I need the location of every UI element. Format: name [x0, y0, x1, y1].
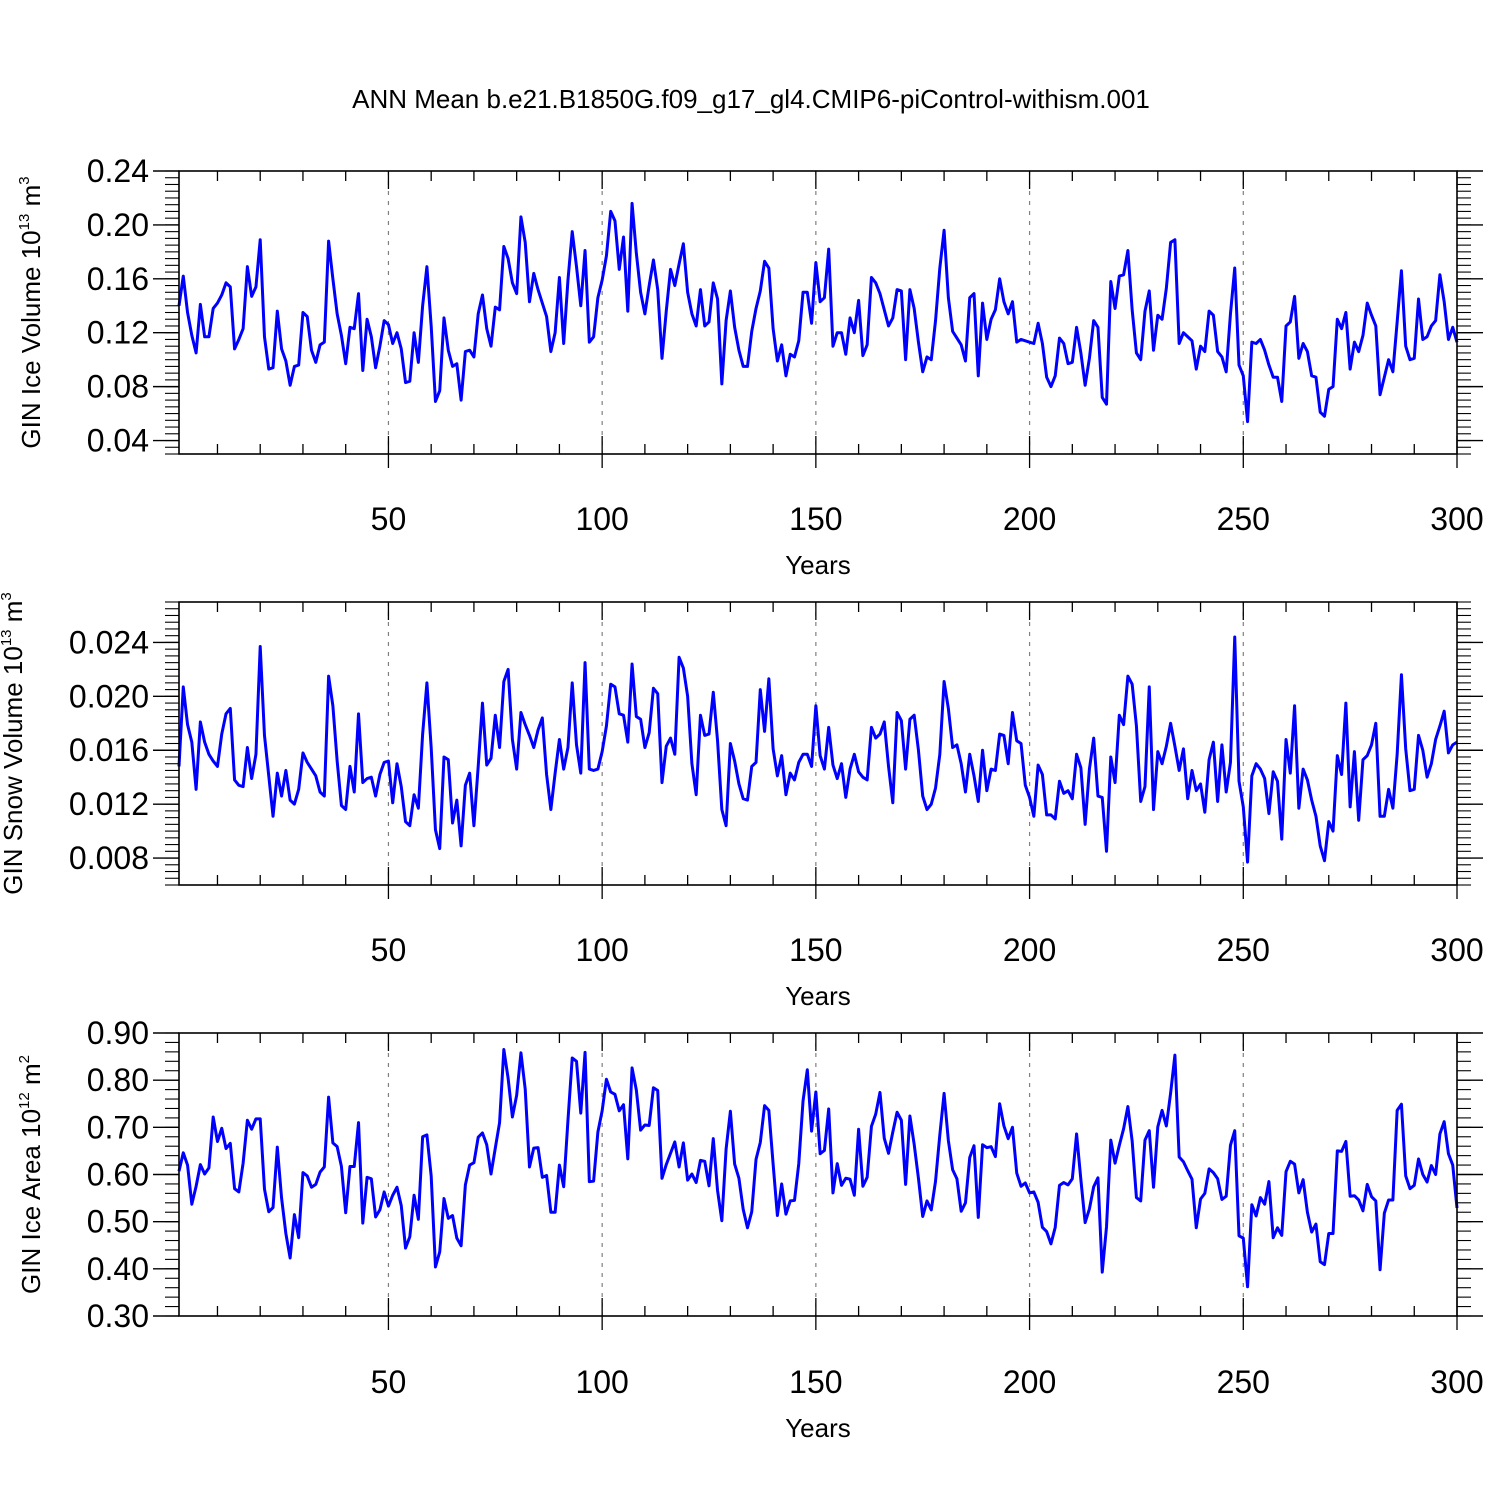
y-tick-label: 0.90	[87, 1015, 149, 1051]
y-tick-label: 0.16	[87, 261, 149, 297]
x-tick-label: 200	[1003, 501, 1056, 537]
x-tick-label: 200	[1003, 1364, 1056, 1400]
y-axis-title: GIN Ice Volume 1013 m3	[16, 176, 46, 448]
y-tick-label: 0.08	[87, 369, 149, 405]
panel-2: 50 100 150 200 250 300 0.008 0.012 0.016 0.020 0.0…	[0, 592, 1484, 1011]
y-tick-label: 0.60	[87, 1157, 149, 1193]
x-tick-label: 50	[371, 501, 407, 537]
x-tick-label: 100	[575, 1364, 628, 1400]
series-line	[177, 201, 1459, 424]
chart-title: ANN Mean b.e21.B1850G.f09_g17_gl4.CMIP6-…	[352, 84, 1150, 114]
y-tick-label: 0.80	[87, 1062, 149, 1098]
x-tick-label: 300	[1430, 932, 1483, 968]
x-tick-label: 100	[575, 932, 628, 968]
y-tick-label: 0.50	[87, 1204, 149, 1240]
x-tick-label: 150	[789, 501, 842, 537]
x-tick-label: 150	[789, 932, 842, 968]
plot-frame	[178, 1032, 1458, 1317]
y-tick-label: 0.008	[69, 840, 149, 876]
series-line	[177, 1048, 1459, 1289]
y-tick-label: 0.30	[87, 1298, 149, 1334]
y-tick-label: 0.024	[69, 624, 149, 660]
y-tick-label: 0.70	[87, 1109, 149, 1145]
x-tick-label: 250	[1217, 501, 1270, 537]
x-tick-label: 200	[1003, 932, 1056, 968]
y-tick-label: 0.20	[87, 207, 149, 243]
y-tick-label: 0.24	[87, 153, 149, 189]
x-tick-label: 150	[789, 1364, 842, 1400]
x-tick-label: 250	[1217, 1364, 1270, 1400]
x-tick-label: 300	[1430, 501, 1483, 537]
x-axis-title: Years	[785, 1413, 851, 1443]
x-tick-label: 300	[1430, 1364, 1483, 1400]
y-tick-label: 0.020	[69, 678, 149, 714]
panel-1: 50 100 150 200 250 300 0.04 0.08 0.12 0.16 0.20 0.2…	[16, 153, 1484, 580]
x-axis-title: Years	[785, 550, 851, 580]
x-tick-label: 50	[371, 1364, 407, 1400]
y-tick-label: 0.12	[87, 315, 149, 351]
series-line	[177, 635, 1458, 864]
y-axis-title: GIN Ice Area 1012 m2	[16, 1055, 46, 1294]
x-tick-label: 50	[371, 932, 407, 968]
x-axis-title: Years	[785, 981, 851, 1011]
plot-frame	[178, 170, 1458, 455]
x-tick-label: 100	[575, 501, 628, 537]
y-tick-label: 0.04	[87, 423, 149, 459]
y-tick-label: 0.40	[87, 1251, 149, 1287]
y-axis-title: GIN Snow Volume 1013 m3	[0, 592, 28, 895]
y-tick-label: 0.012	[69, 786, 149, 822]
x-tick-label: 250	[1217, 932, 1270, 968]
panel-3: 50 100 150 200 250 300 0.30 0.40 0.50 0.60 0.70 0.8…	[16, 1015, 1484, 1443]
y-tick-label: 0.016	[69, 732, 149, 768]
